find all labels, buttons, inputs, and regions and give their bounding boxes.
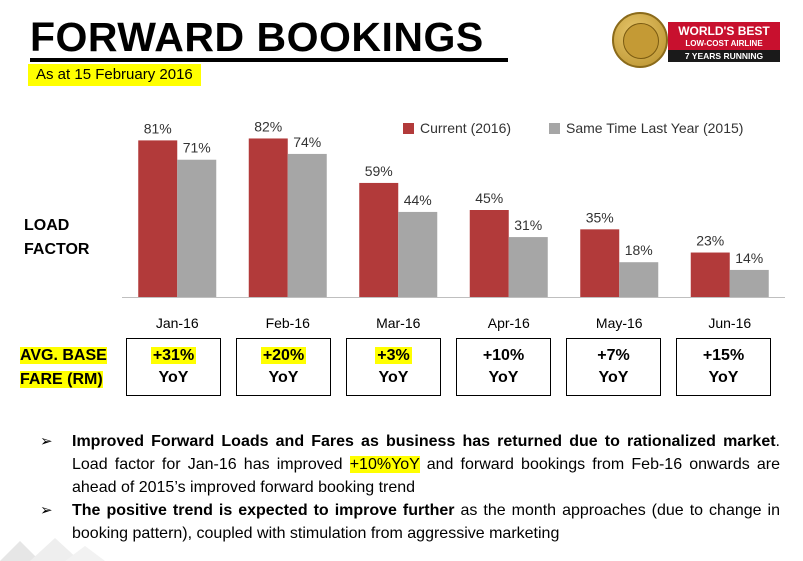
x-tick-label: Mar-16: [376, 315, 421, 331]
data-label-current: 59%: [365, 163, 393, 179]
bar-last-year: [729, 269, 769, 297]
data-label-last-year: 14%: [735, 250, 763, 266]
data-label-current: 81%: [144, 120, 172, 136]
data-label-current: 82%: [254, 118, 282, 134]
bullet-2: ➢ The positive trend is expected to impr…: [40, 499, 780, 545]
load-factor-chart: 81% 71% Jan-16 82% 74% Feb-16 59% 44% Mar-16 45% 3…: [122, 118, 785, 331]
decorative-triangles: [0, 538, 105, 561]
load-factor-label-line2: FACTOR: [24, 241, 90, 258]
x-tick-label: Jan-16: [156, 315, 199, 331]
fare-unit: YoY: [708, 369, 739, 386]
load-factor-label-line1: LOAD: [24, 217, 70, 234]
bullet-2-bold: The positive trend is expected to improv…: [72, 502, 455, 519]
bar-last-year: [508, 237, 548, 297]
fare-unit: YoY: [488, 369, 519, 386]
bar-last-year: [177, 159, 217, 297]
fare-box-jan: +31% YoY: [126, 338, 221, 396]
data-label-current: 23%: [696, 233, 724, 249]
data-label-last-year: 71%: [183, 140, 211, 156]
data-label-last-year: 44%: [404, 192, 432, 208]
x-tick-label: Apr-16: [488, 315, 530, 331]
bar-current: [690, 252, 730, 297]
award-medal-icon: [612, 12, 668, 68]
fare-unit: YoY: [158, 369, 189, 386]
bullet-1-highlight: +10%YoY: [349, 456, 420, 473]
award-line-1: WORLD'S BEST: [678, 24, 770, 38]
commentary-bullets: ➢ Improved Forward Loads and Fares as bu…: [40, 430, 780, 545]
data-label-last-year: 74%: [293, 134, 321, 150]
legend-label-current: Current (2016): [420, 120, 512, 136]
bar-current: [138, 140, 178, 297]
bullet-1-bold: Improved Forward Loads and Fares as busi…: [72, 433, 776, 450]
legend-item-last-year: Same Time Last Year (2015): [549, 120, 743, 136]
data-label-current: 45%: [475, 190, 503, 206]
bullet-1-text1: . Load factor for Jan-16 has improved: [72, 433, 780, 473]
legend-label-last-year: Same Time Last Year (2015): [566, 120, 744, 136]
skytrax-award-badge: WORLD'S BEST LOW-COST AIRLINE 7 YEARS RU…: [612, 12, 782, 68]
fare-value: +20%: [260, 347, 307, 364]
bar-current: [248, 138, 288, 297]
fare-unit: YoY: [378, 369, 409, 386]
x-tick-label: Jun-16: [708, 315, 751, 331]
fare-value: +7%: [597, 347, 630, 364]
fare-box-feb: +20% YoY: [236, 338, 331, 396]
legend-swatch-last-year: [549, 123, 560, 134]
arrowhead-bullet-icon: ➢: [40, 502, 53, 519]
fare-unit: YoY: [598, 369, 629, 386]
bar-current: [359, 182, 399, 297]
fare-label-line2: FARE (RM): [20, 371, 103, 388]
arrowhead-bullet-icon: ➢: [40, 433, 53, 450]
fare-value: +3%: [375, 347, 412, 364]
bullet-1-text2: and forward bookings from Feb-16 onwards…: [72, 456, 780, 496]
bullet-2-text: as the month approaches (due to change i…: [72, 502, 780, 542]
legend-item-current: Current (2016): [403, 120, 511, 136]
data-label-last-year: 31%: [514, 217, 542, 233]
load-factor-label: LOAD FACTOR: [24, 214, 89, 262]
x-tick-label: Feb-16: [266, 315, 311, 331]
bullet-1: ➢ Improved Forward Loads and Fares as bu…: [40, 430, 780, 499]
avg-base-fare-label: AVG. BASE FARE (RM): [20, 344, 107, 392]
legend-swatch-current: [403, 123, 414, 134]
fare-value: +31%: [150, 347, 197, 364]
fare-label-line1: AVG. BASE: [20, 347, 107, 364]
fare-unit: YoY: [268, 369, 299, 386]
fare-value: +15%: [702, 347, 745, 364]
data-label-current: 35%: [586, 209, 614, 225]
bar-last-year: [398, 211, 438, 297]
fare-box-may: +7% YoY: [566, 338, 661, 396]
fare-box-apr: +10% YoY: [456, 338, 551, 396]
fare-value: +10%: [482, 347, 525, 364]
title-underline: [30, 58, 508, 62]
award-line-2: LOW-COST AIRLINE: [685, 39, 763, 48]
bar-current: [469, 210, 509, 297]
fare-box-mar: +3% YoY: [346, 338, 441, 396]
x-tick-label: May-16: [596, 315, 643, 331]
page-title: FORWARD BOOKINGS: [30, 14, 484, 60]
data-label-last-year: 18%: [625, 242, 653, 258]
bar-last-year: [287, 153, 327, 297]
bar-current: [580, 229, 620, 297]
bar-last-year: [619, 262, 659, 297]
fare-box-jun: +15% YoY: [676, 338, 771, 396]
award-banner: WORLD'S BEST LOW-COST AIRLINE 7 YEARS RU…: [668, 22, 780, 62]
award-line-3: 7 YEARS RUNNING: [668, 50, 780, 62]
as-at-date: As at 15 February 2016: [28, 64, 201, 86]
